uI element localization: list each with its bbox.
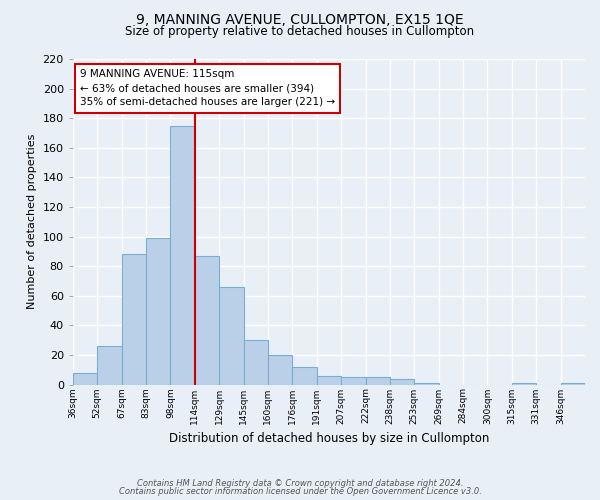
Bar — [512, 383, 536, 384]
Bar — [244, 340, 268, 384]
Text: 9 MANNING AVENUE: 115sqm
← 63% of detached houses are smaller (394)
35% of semi-: 9 MANNING AVENUE: 115sqm ← 63% of detach… — [80, 70, 335, 108]
Bar — [560, 383, 585, 384]
Bar — [414, 383, 439, 384]
Bar — [122, 254, 146, 384]
Y-axis label: Number of detached properties: Number of detached properties — [27, 134, 37, 310]
Text: 9, MANNING AVENUE, CULLOMPTON, EX15 1QE: 9, MANNING AVENUE, CULLOMPTON, EX15 1QE — [136, 12, 464, 26]
Bar — [219, 287, 244, 384]
Text: Contains public sector information licensed under the Open Government Licence v3: Contains public sector information licen… — [119, 487, 481, 496]
Bar — [292, 367, 317, 384]
Bar — [170, 126, 195, 384]
Bar — [97, 346, 122, 385]
Bar — [390, 378, 414, 384]
Bar — [73, 372, 97, 384]
Text: Contains HM Land Registry data © Crown copyright and database right 2024.: Contains HM Land Registry data © Crown c… — [137, 478, 463, 488]
Bar — [317, 376, 341, 384]
Bar — [268, 355, 292, 384]
X-axis label: Distribution of detached houses by size in Cullompton: Distribution of detached houses by size … — [169, 432, 489, 445]
Text: Size of property relative to detached houses in Cullompton: Size of property relative to detached ho… — [125, 25, 475, 38]
Bar — [341, 377, 365, 384]
Bar — [146, 238, 170, 384]
Bar — [195, 256, 219, 384]
Bar — [365, 377, 390, 384]
